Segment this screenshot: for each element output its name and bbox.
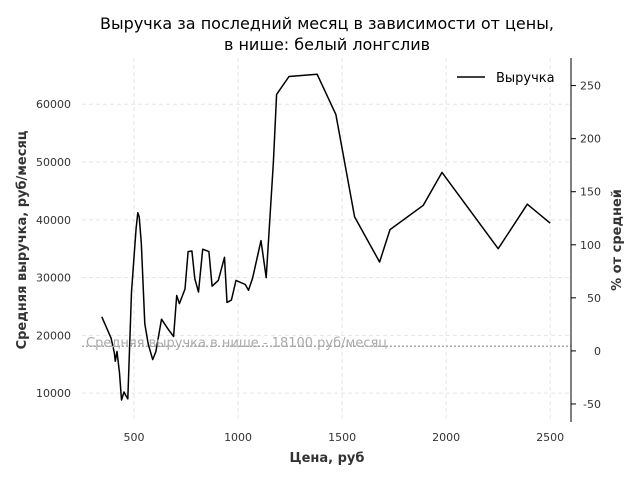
- x-tick-label: 2000: [432, 431, 460, 444]
- x-tick-label: 1500: [328, 431, 356, 444]
- y-tick-label: 60000: [36, 98, 71, 111]
- y-axis-right-label: % от средней: [610, 189, 625, 291]
- right-tick-label: 150: [580, 186, 601, 199]
- right-tick-label: 50: [587, 292, 601, 305]
- average-annotation: Средняя выручка в нише - 18100 руб/месяц: [86, 336, 387, 351]
- chart-title-line1: Выручка за последний месяц в зависимости…: [100, 14, 554, 33]
- x-tick-label: 2500: [536, 431, 564, 444]
- axes: [570, 58, 576, 422]
- ticks: 500 1000 1500 2000 2500100002000030000400005…: [36, 80, 601, 444]
- y-tick-label: 50000: [36, 156, 71, 169]
- y-tick-label: 30000: [36, 272, 71, 285]
- right-tick-label: 200: [580, 133, 601, 146]
- series-line-revenue: [101, 73, 551, 401]
- legend: Выручка: [457, 71, 555, 86]
- right-tick-label: 0: [594, 345, 601, 358]
- x-tick-label: 1000: [224, 431, 252, 444]
- y-tick-label: 10000: [36, 387, 71, 400]
- right-tick-label: -50: [583, 398, 601, 411]
- y-tick-label: 20000: [36, 329, 71, 342]
- chart-title-line2: в нише: белый лонгслив: [224, 35, 430, 54]
- y-tick-label: 40000: [36, 214, 71, 227]
- x-tick-label: 500: [124, 431, 145, 444]
- grid: [82, 58, 571, 422]
- x-axis-label: Цена, руб: [290, 451, 365, 466]
- y-axis-label: Средняя выручка, руб/месяц: [15, 130, 30, 349]
- right-tick-label: 100: [580, 239, 601, 252]
- legend-label: Выручка: [496, 71, 555, 86]
- series-group: [101, 73, 551, 401]
- right-tick-label: 250: [580, 80, 601, 93]
